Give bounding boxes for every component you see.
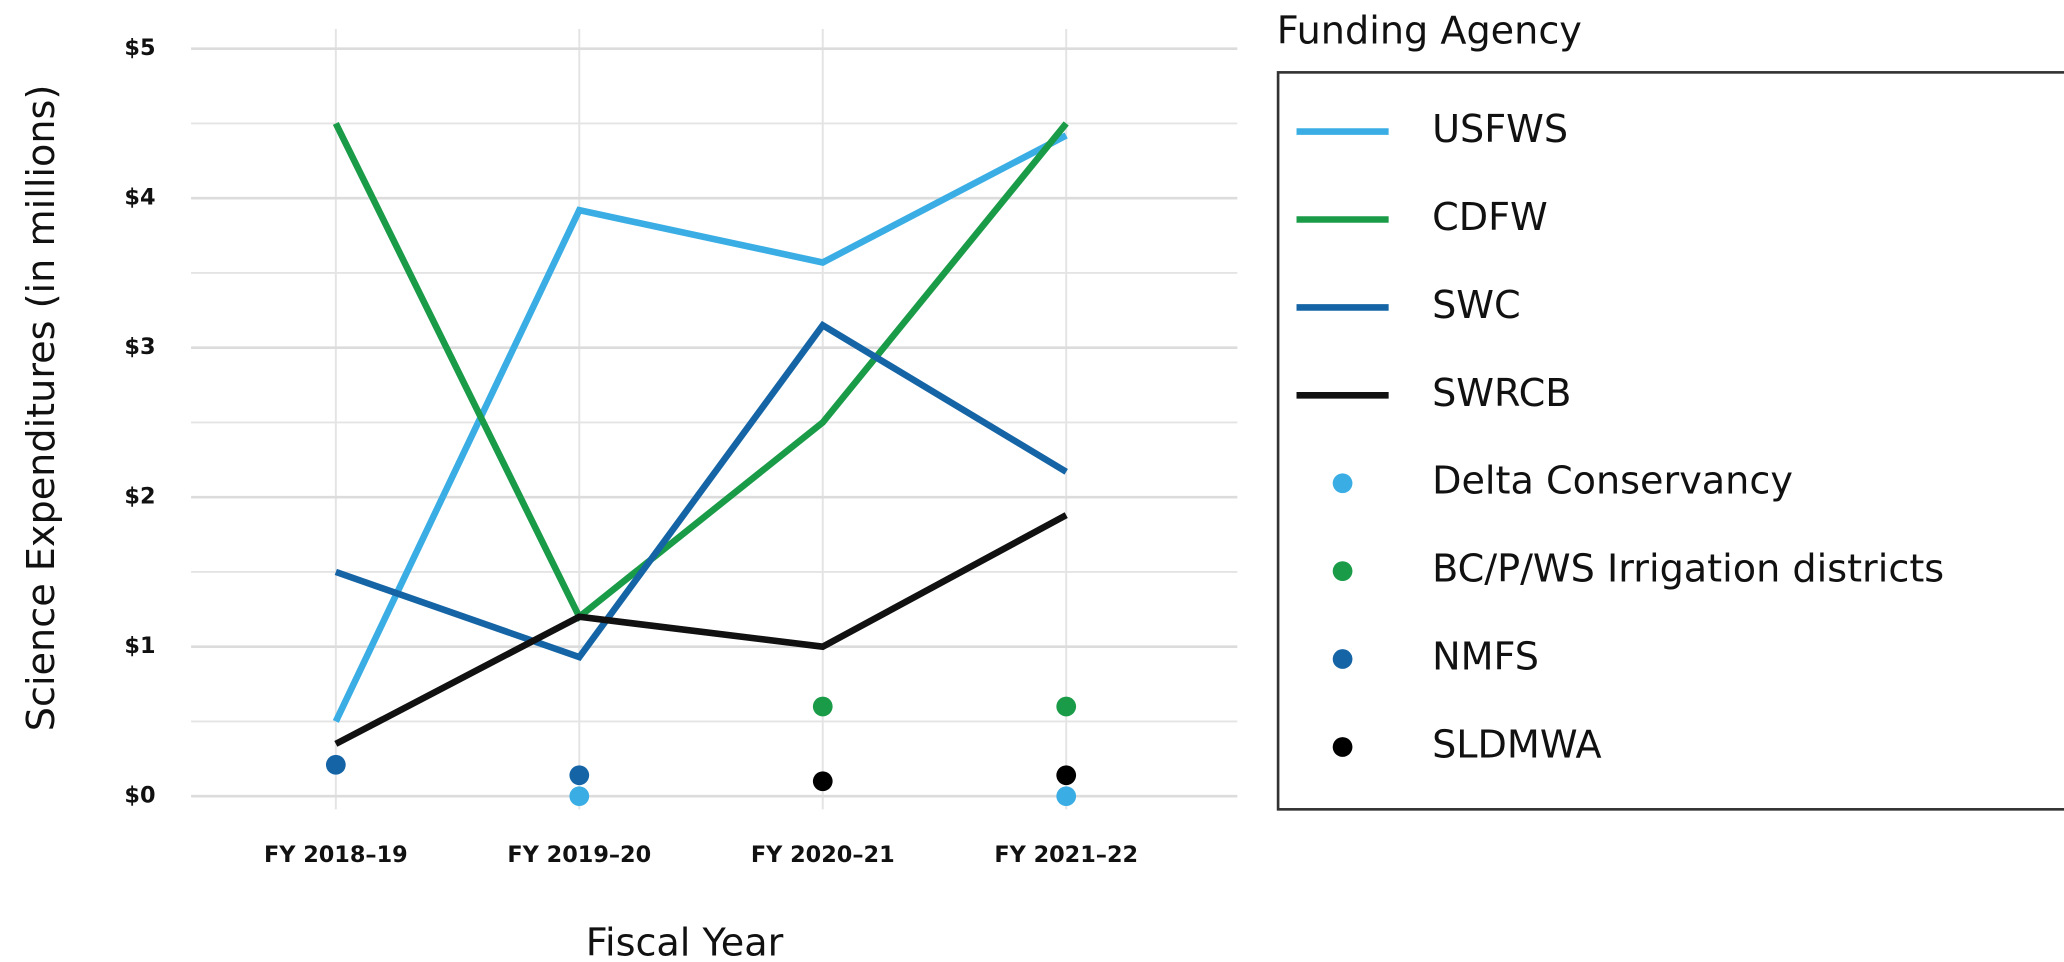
- legend-swatch: [1332, 561, 1353, 582]
- legend-label: SWC: [1432, 283, 1521, 327]
- legend-title: Funding Agency: [1277, 8, 1582, 52]
- series-point: [1056, 786, 1077, 807]
- x-tick-label: FY 2020–21: [751, 842, 895, 868]
- series-point: [325, 754, 346, 775]
- series-line: [334, 512, 1068, 747]
- series-point: [812, 771, 833, 792]
- y-tick-label: $0: [124, 783, 155, 809]
- legend-label: CDFW: [1432, 195, 1548, 239]
- legend-label: SLDMWA: [1432, 722, 1602, 766]
- y-tick-label: $3: [124, 334, 155, 360]
- y-tick-label: $4: [124, 185, 155, 211]
- legend-label: BC/P/WS Irrigation districts: [1432, 547, 1944, 591]
- x-axis-title: Fiscal Year: [586, 920, 784, 962]
- series-point: [1056, 696, 1077, 717]
- series-point: [569, 786, 590, 807]
- y-axis-title: Science Expenditures (in millions): [19, 85, 63, 732]
- y-tick-label: $2: [124, 484, 155, 510]
- legend-label: NMFS: [1432, 635, 1539, 679]
- x-tick-label: FY 2019–20: [507, 842, 651, 868]
- legend-box: [1276, 71, 2064, 811]
- legend-swatch: [1332, 649, 1353, 669]
- legend-swatch: [1332, 737, 1353, 757]
- series-line: [334, 320, 1068, 662]
- series-point: [812, 696, 833, 717]
- legend-label: Delta Conservancy: [1432, 459, 1793, 503]
- series-line: [332, 121, 1069, 622]
- x-tick-label: FY 2021–22: [994, 842, 1138, 868]
- y-tick-label: $5: [124, 35, 155, 61]
- x-tick-label: FY 2018–19: [264, 842, 408, 868]
- series-point: [569, 765, 590, 786]
- series-line: [332, 132, 1068, 723]
- y-tick-label: $1: [124, 633, 155, 659]
- legend-swatch: [1332, 473, 1353, 494]
- legend-label: USFWS: [1432, 107, 1568, 151]
- series-point: [1056, 765, 1077, 786]
- legend-label: SWRCB: [1432, 371, 1571, 415]
